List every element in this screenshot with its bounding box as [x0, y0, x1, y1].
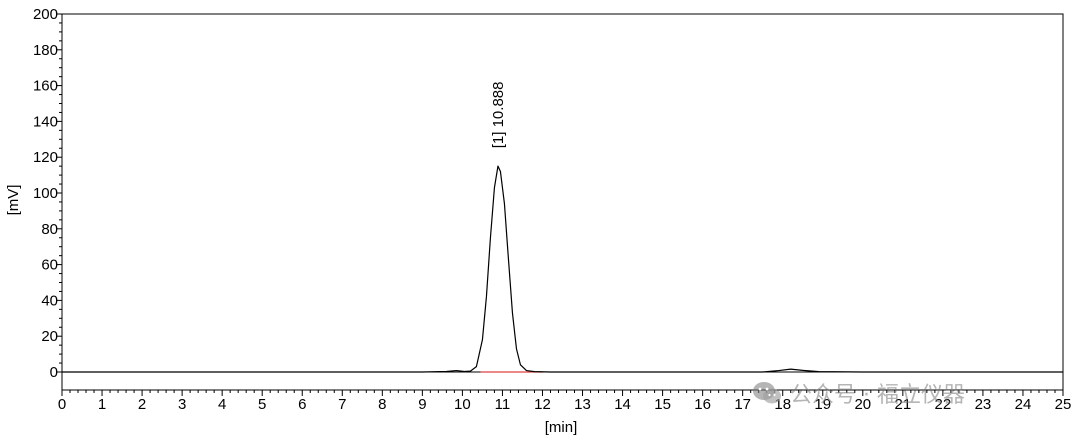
y-tick-label: 160	[33, 78, 58, 95]
y-tick-label: 80	[41, 221, 58, 238]
y-tick-label: 140	[33, 113, 58, 130]
x-tick-label: 0	[58, 396, 66, 413]
x-tick-label: 20	[854, 396, 871, 413]
x-tick-label: 5	[258, 396, 266, 413]
x-tick-label: 12	[534, 396, 551, 413]
x-tick-label: 3	[178, 396, 186, 413]
y-tick-label: 20	[41, 328, 58, 345]
x-axis-label: [min]	[545, 419, 578, 436]
x-tick-label: 17	[734, 396, 751, 413]
x-tick-label: 24	[1015, 396, 1032, 413]
x-tick-label: 11	[495, 396, 511, 413]
x-ticks: 0 1 2 3 4 5 6 7 8 9 10 11 12 13 14 15 16 17 18 19 20 21 22 23 24…	[58, 390, 1072, 413]
x-tick-label: 19	[814, 396, 831, 413]
x-tick-label: 15	[654, 396, 671, 413]
x-tick-label: 18	[774, 396, 791, 413]
y-axis-label: [mV]	[5, 185, 22, 216]
y-tick-label: 60	[41, 257, 58, 274]
x-tick-label: 9	[418, 396, 426, 413]
axes-layer	[61, 13, 1064, 391]
x-tick-label: 1	[98, 396, 106, 413]
y-tick-label: 40	[41, 292, 58, 309]
x-tick-label: 16	[694, 396, 711, 413]
y-ticks: 0 20 40 60 80 100 120 140 160 180 200	[33, 6, 62, 381]
x-tick-label: 21	[894, 396, 911, 413]
x-tick-label: 2	[138, 396, 146, 413]
x-tick-label: 8	[378, 396, 386, 413]
x-tick-label: 23	[975, 396, 992, 413]
y-tick-label: 100	[33, 185, 58, 202]
plot-frame	[61, 13, 1064, 391]
x-tick-label: 13	[574, 396, 591, 413]
x-tick-label: 22	[935, 396, 952, 413]
x-tick-label: 6	[298, 396, 306, 413]
x-tick-label: 10	[454, 396, 471, 413]
x-tick-label: 14	[614, 396, 631, 413]
annotations-layer: [1] 10.888	[490, 82, 507, 149]
x-tick-label: 25	[1055, 396, 1072, 413]
y-tick-label: 0	[50, 364, 58, 381]
series-layer	[62, 165, 1063, 373]
y-tick-label: 180	[33, 42, 58, 59]
signal-trace	[62, 165, 1063, 373]
peak-label: [1] 10.888	[490, 82, 507, 149]
y-tick-label: 200	[33, 6, 58, 23]
x-tick-label: 4	[218, 396, 226, 413]
y-tick-label: 120	[33, 149, 58, 166]
x-tick-label: 7	[338, 396, 346, 413]
